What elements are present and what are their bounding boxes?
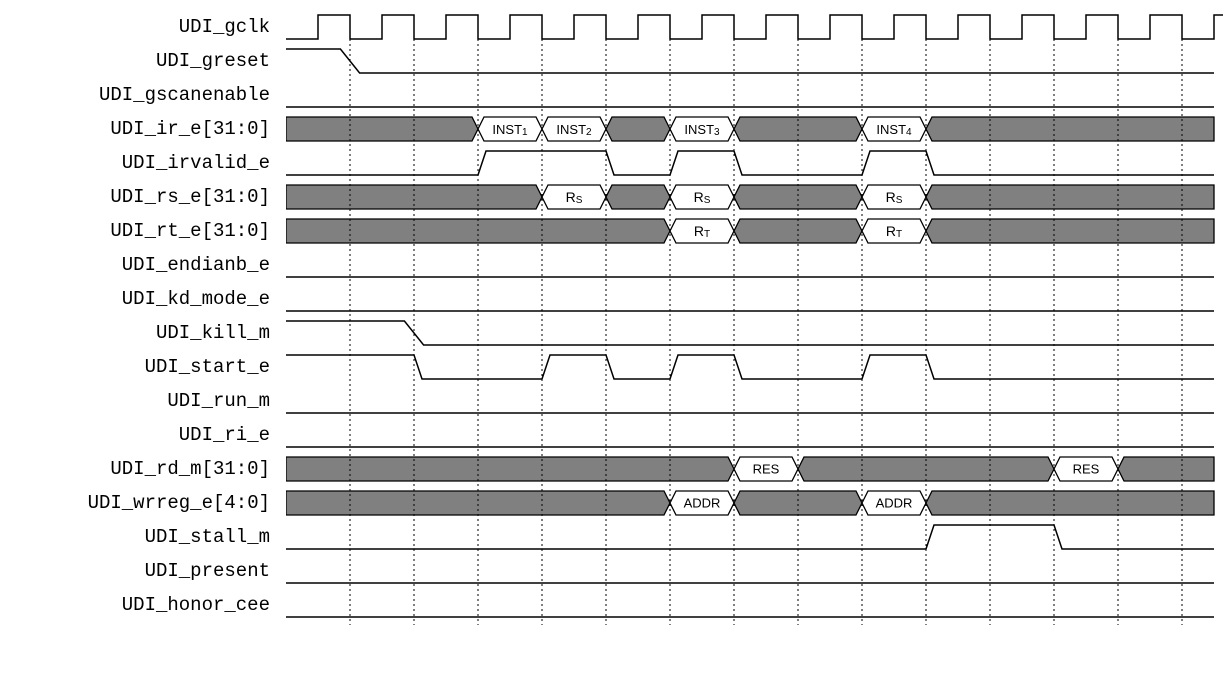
signal-label: UDI_honor_cee: [10, 594, 286, 616]
signal-row: UDI_kd_mode_e: [10, 282, 1213, 316]
wave: [286, 316, 1223, 350]
wave: ADDR ADDR: [286, 486, 1223, 520]
signal-label: UDI_run_m: [10, 390, 286, 412]
signal-row: UDI_kill_m: [10, 316, 1213, 350]
wave: [286, 248, 1223, 282]
signal-label: UDI_rs_e[31:0]: [10, 186, 286, 208]
signal-row: UDI_greset: [10, 44, 1213, 78]
signal-label: UDI_rd_m[31:0]: [10, 458, 286, 480]
signal-label: UDI_greset: [10, 50, 286, 72]
wave: [286, 44, 1223, 78]
signal-label: UDI_present: [10, 560, 286, 582]
svg-text:ADDR: ADDR: [684, 496, 721, 511]
signal-row: UDI_endianb_e: [10, 248, 1213, 282]
signal-row: UDI_wrreg_e[4:0] ADDR ADDR: [10, 486, 1213, 520]
wave: [286, 418, 1223, 452]
wave: [286, 520, 1223, 554]
wave: [286, 588, 1223, 622]
wave: RES RES: [286, 452, 1223, 486]
signal-row: UDI_stall_m: [10, 520, 1213, 554]
signal-row: UDI_gscanenable: [10, 78, 1213, 112]
signal-row: UDI_rt_e[31:0]RTRT: [10, 214, 1213, 248]
svg-text:RES: RES: [753, 462, 780, 477]
signal-label: UDI_ri_e: [10, 424, 286, 446]
signal-row: UDI_rs_e[31:0]RSRSRS: [10, 180, 1213, 214]
wave: RSRSRS: [286, 180, 1223, 214]
svg-text:RES: RES: [1073, 462, 1100, 477]
signal-row: UDI_ri_e: [10, 418, 1213, 452]
wave: [286, 282, 1223, 316]
signal-label: UDI_endianb_e: [10, 254, 286, 276]
wave: [286, 384, 1223, 418]
wave: [286, 350, 1223, 384]
signal-label: UDI_ir_e[31:0]: [10, 118, 286, 140]
signal-label: UDI_irvalid_e: [10, 152, 286, 174]
signal-label: UDI_kd_mode_e: [10, 288, 286, 310]
signal-label: UDI_gclk: [10, 16, 286, 38]
timing-diagram: UDI_gclk UDI_greset UDI_gscanenable UDI_ir_…: [10, 10, 1213, 622]
signal-row: UDI_rd_m[31:0] RES RES: [10, 452, 1213, 486]
signal-label: UDI_wrreg_e[4:0]: [10, 492, 286, 514]
signal-row: UDI_ir_e[31:0]INST1INST2INST3INST4: [10, 112, 1213, 146]
wave: [286, 78, 1223, 112]
signal-row: UDI_start_e: [10, 350, 1213, 384]
signal-label: UDI_gscanenable: [10, 84, 286, 106]
wave: RTRT: [286, 214, 1223, 248]
signal-row: UDI_present: [10, 554, 1213, 588]
signal-row: UDI_gclk: [10, 10, 1213, 44]
signal-label: UDI_start_e: [10, 356, 286, 378]
signal-row: UDI_irvalid_e: [10, 146, 1213, 180]
svg-text:ADDR: ADDR: [876, 496, 913, 511]
signal-row: UDI_honor_cee: [10, 588, 1213, 622]
signal-label: UDI_rt_e[31:0]: [10, 220, 286, 242]
signal-label: UDI_stall_m: [10, 526, 286, 548]
wave: [286, 10, 1223, 44]
signal-label: UDI_kill_m: [10, 322, 286, 344]
signal-row: UDI_run_m: [10, 384, 1213, 418]
wave: [286, 554, 1223, 588]
wave: [286, 146, 1223, 180]
wave: INST1INST2INST3INST4: [286, 112, 1223, 146]
